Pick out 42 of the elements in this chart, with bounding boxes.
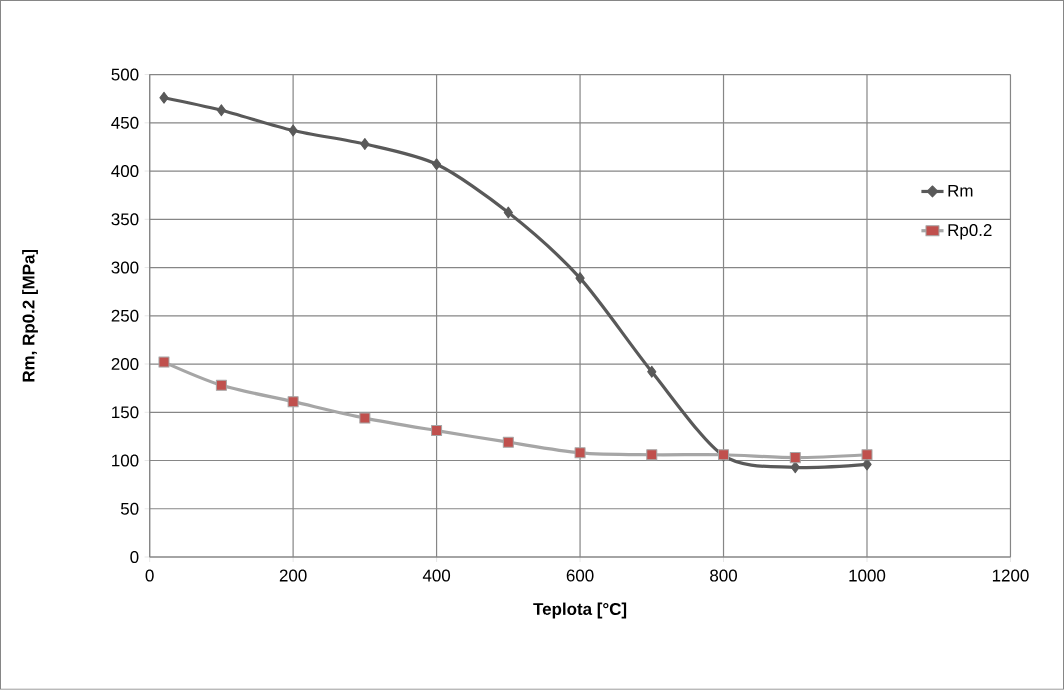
point	[502, 436, 514, 448]
point	[215, 379, 227, 391]
point	[360, 138, 370, 151]
x-tick-label: 0	[145, 569, 154, 582]
point	[646, 449, 658, 461]
point	[359, 412, 371, 424]
x-tick-label: 600	[566, 569, 594, 582]
point	[287, 396, 299, 408]
point	[159, 91, 169, 104]
y-tick-label: 250	[111, 309, 139, 322]
point	[216, 104, 227, 117]
y-tick-label: 450	[111, 116, 139, 129]
x-tick-label: 800	[710, 569, 738, 582]
point	[575, 272, 585, 285]
y-tick-label: 100	[112, 454, 139, 467]
legend-label: Rp0.2	[948, 224, 992, 240]
point	[158, 356, 170, 368]
y-tick-label: 350	[111, 213, 139, 226]
point	[647, 365, 657, 378]
x-tick-label: 1000	[849, 569, 886, 582]
y-tick-label: 50	[120, 502, 139, 515]
x-tick-label: 200	[279, 569, 307, 582]
y-tick-label: 400	[111, 165, 139, 178]
legend-label: Rm	[948, 185, 973, 197]
x-axis-title: Teplota [°C]	[533, 602, 627, 619]
y-tick-label: 150	[112, 406, 139, 419]
y-axis-title: Rm, Rp0.2 [MPa]	[22, 250, 38, 382]
point	[503, 206, 513, 219]
x-tick-label: 400	[422, 569, 451, 582]
y-tick-label: 300	[111, 261, 139, 274]
point	[431, 425, 443, 437]
point	[288, 124, 298, 137]
x-tick-label: 1200	[992, 569, 1029, 582]
y-tick-label: 200	[111, 358, 139, 371]
point	[789, 452, 801, 464]
point	[861, 449, 873, 461]
point	[574, 447, 586, 459]
point	[790, 461, 800, 474]
point	[862, 458, 872, 471]
y-tick-label: 500	[111, 68, 139, 81]
point	[431, 158, 442, 171]
y-tick-label: 0	[130, 551, 139, 564]
